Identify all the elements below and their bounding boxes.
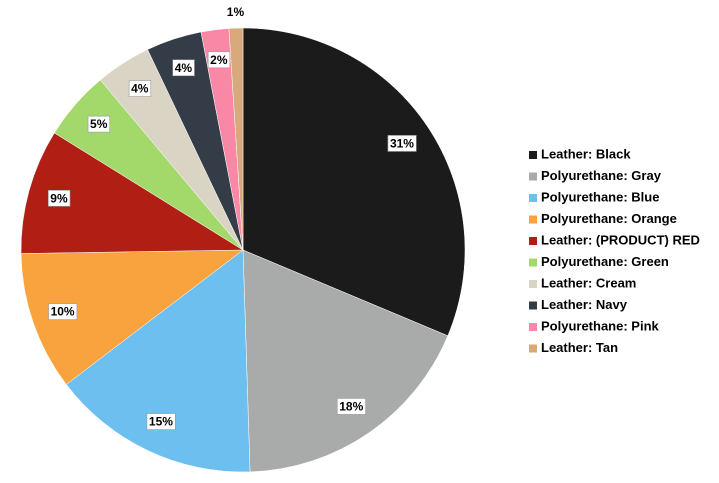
value-label: 15% <box>149 415 173 429</box>
pie-slice <box>65 249 251 473</box>
value-label-box <box>336 398 366 415</box>
legend-swatch <box>529 280 537 288</box>
value-label-box <box>48 189 71 207</box>
value-label: 9% <box>50 191 68 205</box>
pie-slice <box>228 27 244 251</box>
value-label-box <box>128 80 152 97</box>
pie-slice <box>242 27 466 337</box>
legend-label: Leather: Tan <box>541 340 618 355</box>
pie-slice <box>20 249 244 385</box>
value-label: 4% <box>131 82 149 96</box>
legend-label: Polyurethane: Gray <box>541 168 662 183</box>
value-label: 1% <box>227 5 245 19</box>
legend-label: Leather: Cream <box>541 275 636 290</box>
value-labels: 31% 18% 15% 10% 9% 5% 4% 4% 2% 1% <box>48 5 417 430</box>
value-label: 5% <box>90 117 108 131</box>
legend-swatch <box>529 344 537 353</box>
pie-slice <box>242 249 449 473</box>
legend-swatch <box>529 258 537 267</box>
legend-label: Polyurethane: Pink <box>541 318 660 333</box>
legend-label: Polyurethane: Blue <box>541 189 659 204</box>
legend-label: Polyurethane: Orange <box>541 211 677 226</box>
legend-label: Leather: Black <box>541 146 631 161</box>
pie-slice <box>20 132 244 254</box>
legend-swatch <box>529 323 537 331</box>
legend: Leather: Black Polyurethane: Gray Polyuret… <box>529 146 700 355</box>
value-label: 10% <box>51 305 75 319</box>
value-label-box <box>146 413 176 430</box>
value-label-box <box>387 135 417 152</box>
legend-label: Polyurethane: Green <box>541 254 669 269</box>
legend-swatch <box>529 194 537 202</box>
legend-label: Leather: Navy <box>541 297 628 312</box>
legend-swatch <box>529 301 537 310</box>
pie <box>20 27 466 473</box>
legend-swatch <box>529 237 537 245</box>
value-label-box <box>207 51 231 69</box>
legend-swatch <box>529 172 537 181</box>
value-label-box <box>172 59 195 77</box>
value-label: 31% <box>390 136 414 150</box>
legend-label: Leather: (PRODUCT) RED <box>541 232 700 247</box>
legend-swatch <box>529 151 537 159</box>
value-label: 4% <box>175 61 193 75</box>
value-label-box <box>48 303 78 320</box>
legend-swatch <box>529 215 537 224</box>
value-label: 18% <box>339 399 363 413</box>
value-label: 2% <box>210 53 228 67</box>
value-label-box <box>87 115 111 133</box>
